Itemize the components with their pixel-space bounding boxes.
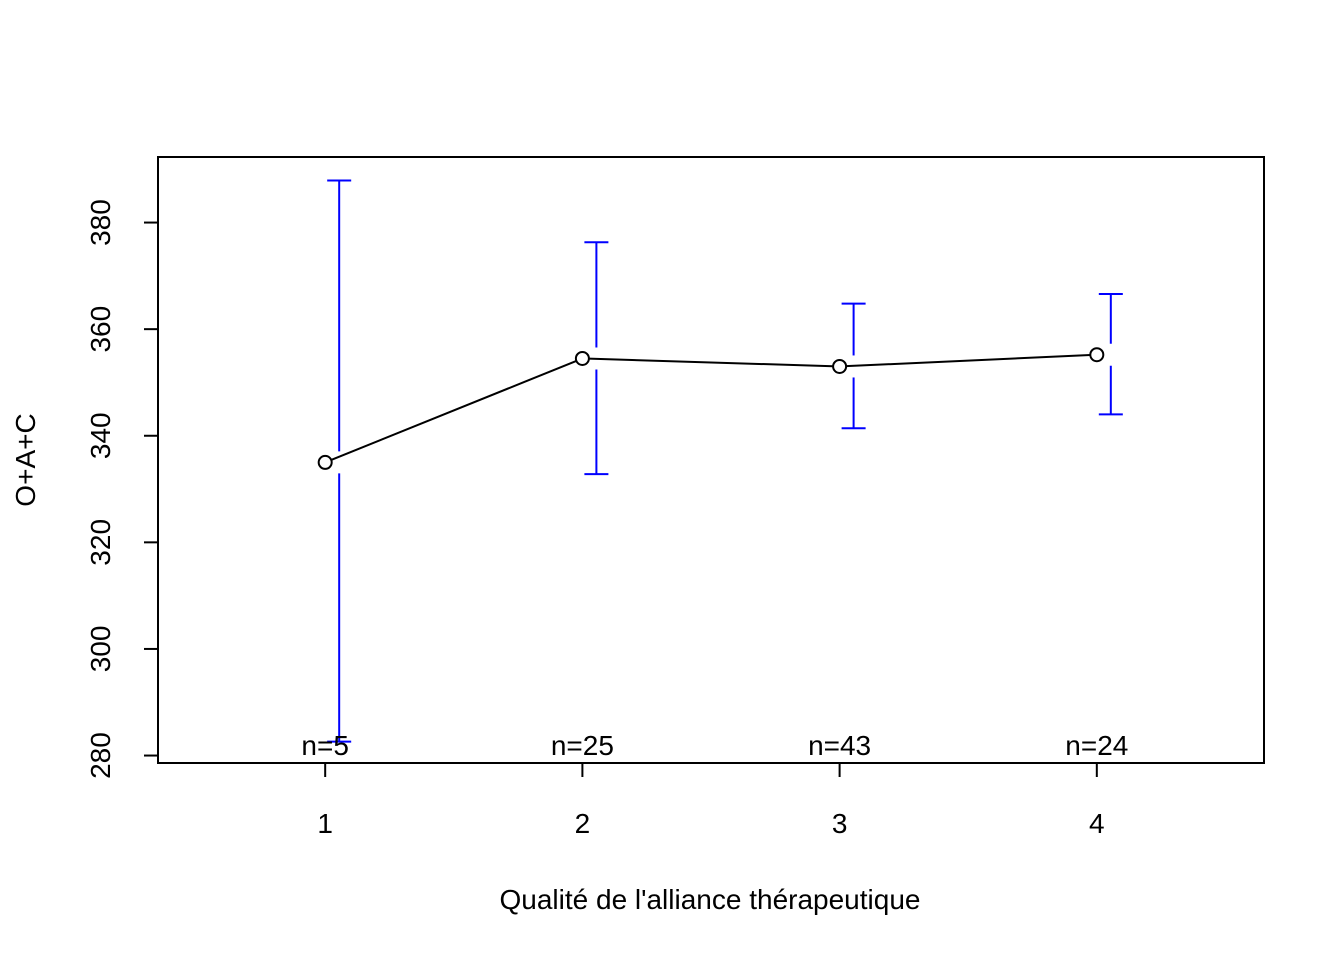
y-tick-label: 320	[85, 519, 116, 566]
n-label: n=25	[551, 730, 614, 761]
y-axis: 280 300 320 340 360 380	[85, 199, 159, 779]
n-label: n=43	[808, 730, 871, 761]
y-tick-label: 360	[85, 306, 116, 353]
plot-frame	[157, 156, 1265, 764]
series-segment	[846, 354, 1091, 368]
x-tick-label: 4	[1089, 808, 1105, 839]
data-points	[317, 347, 1105, 470]
series-segment	[588, 357, 834, 368]
x-tick-label: 2	[575, 808, 591, 839]
n-label: n=5	[301, 730, 349, 761]
data-point	[574, 350, 590, 366]
data-point	[832, 358, 848, 374]
y-tick-label: 300	[85, 626, 116, 673]
y-tick-label: 340	[85, 412, 116, 459]
series-segment	[330, 359, 577, 461]
error-bars	[327, 179, 1123, 743]
y-tick-label: 380	[85, 199, 116, 246]
x-axis: 1 2 3 4	[317, 762, 1105, 839]
y-axis-title: O+A+C	[10, 413, 41, 506]
x-axis-title: Qualité de l'alliance thérapeutique	[500, 884, 921, 915]
data-point	[317, 454, 333, 470]
data-point	[1089, 347, 1105, 363]
x-tick-label: 3	[832, 808, 848, 839]
x-tick-label: 1	[317, 808, 333, 839]
y-tick-label: 280	[85, 732, 116, 779]
series-line	[330, 354, 1091, 461]
n-label: n=24	[1065, 730, 1128, 761]
n-labels: n=5 n=25 n=43 n=24	[301, 730, 1128, 761]
